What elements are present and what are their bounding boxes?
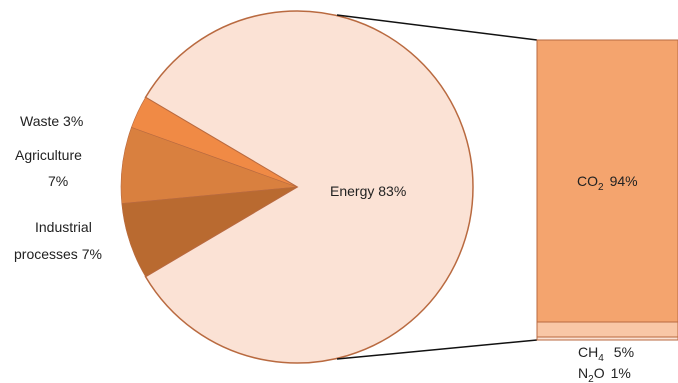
- bar-segment-ch4: [536, 321, 678, 338]
- label-waste: Waste 3%: [20, 113, 83, 129]
- label-industrial-line2: processes 7%: [14, 246, 102, 262]
- label-agriculture-line1: Agriculture: [15, 147, 82, 163]
- connector-bottom: [336, 339, 538, 360]
- bar-segment-n2o: [536, 336, 678, 341]
- connector-lines: [336, 14, 538, 360]
- pie-slice-industrial-processes: [121, 186, 298, 278]
- label-ch4: CH4 5%: [578, 344, 634, 364]
- bar-segment-co2: [536, 39, 678, 323]
- label-energy: Energy 83%: [330, 183, 406, 199]
- pie-slice-energy: [144, 10, 474, 364]
- pie-group: [120, 10, 474, 364]
- label-n2o: N2O 1%: [578, 365, 631, 383]
- label-industrial-line1: Industrial: [35, 219, 92, 235]
- label-co2: CO2 94%: [577, 173, 638, 193]
- breakdown-bar: [536, 39, 678, 341]
- label-agriculture-line2: 7%: [48, 173, 68, 189]
- connector-top: [336, 14, 538, 41]
